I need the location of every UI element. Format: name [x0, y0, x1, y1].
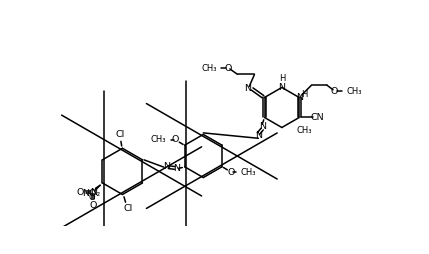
- Text: O: O: [225, 64, 232, 73]
- Text: Cl: Cl: [115, 130, 125, 139]
- Text: N: N: [244, 84, 251, 93]
- Text: Cl: Cl: [123, 204, 133, 213]
- Text: CH₃: CH₃: [346, 87, 362, 96]
- Text: H: H: [302, 90, 308, 99]
- Text: O: O: [76, 188, 84, 197]
- Text: CH₃: CH₃: [297, 125, 312, 135]
- Text: N: N: [255, 132, 262, 140]
- Text: CN: CN: [311, 113, 324, 122]
- Text: NO₂: NO₂: [82, 189, 101, 198]
- Text: N: N: [163, 162, 169, 171]
- Text: O: O: [90, 201, 97, 210]
- Text: CH₃: CH₃: [241, 168, 256, 177]
- Text: N: N: [278, 83, 285, 92]
- Text: O: O: [331, 87, 338, 96]
- Text: H: H: [279, 74, 285, 83]
- Text: N: N: [173, 164, 181, 173]
- Text: CH₃: CH₃: [151, 135, 166, 144]
- Text: O: O: [88, 193, 95, 202]
- Text: O: O: [227, 168, 235, 177]
- Text: CH₃: CH₃: [201, 64, 217, 73]
- Text: N: N: [90, 188, 97, 197]
- Text: N: N: [259, 122, 266, 131]
- Text: O: O: [172, 135, 179, 144]
- Text: N: N: [296, 93, 303, 102]
